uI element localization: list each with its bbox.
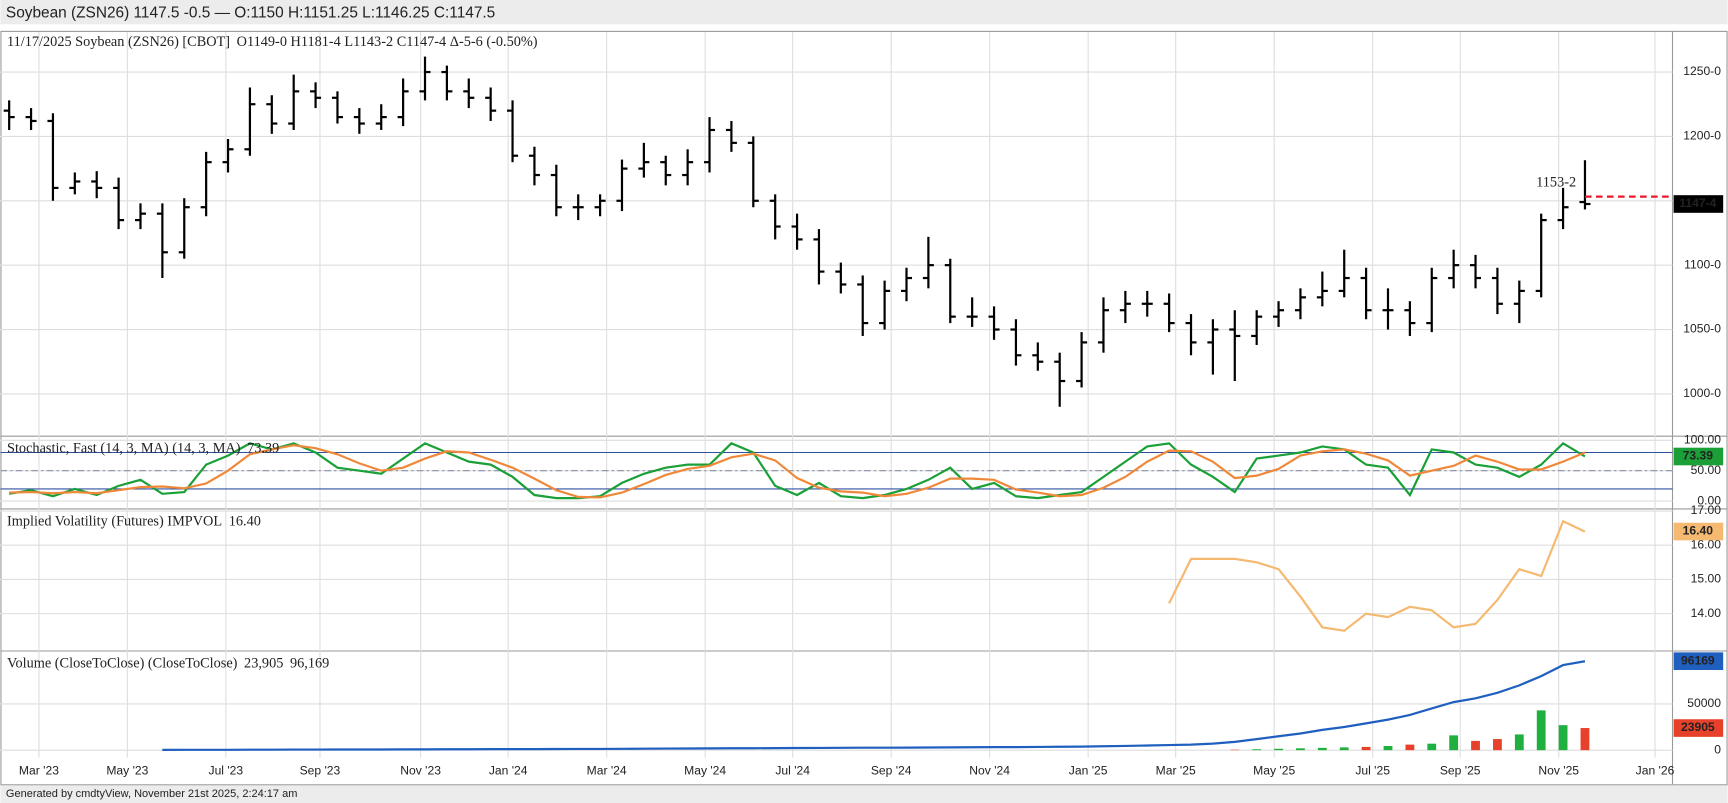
volume-bar (1317, 747, 1327, 751)
volume-bar (1449, 735, 1459, 751)
x-tick-label: May '24 (684, 763, 726, 777)
y-tick-label: 50000 (1687, 696, 1721, 710)
legend-text: Implied Volatility (Futures) IMPVOL (7, 513, 222, 529)
x-tick-label: Nov '23 (400, 763, 441, 777)
y-tick-label: 1050-0 (1683, 322, 1721, 336)
x-tick-label: Jan '25 (1069, 763, 1108, 777)
volume-bar (1339, 747, 1349, 751)
y-tick-label: 1100-0 (1684, 257, 1721, 271)
volume-bar (1471, 740, 1480, 751)
y-tick-label: 1000-0 (1683, 386, 1721, 400)
y-tick-label: 50.00 (1691, 463, 1722, 477)
y-tick-label: 100.00 (1684, 433, 1721, 447)
volume-bar (1536, 710, 1546, 751)
x-tick-label: Sep '25 (1440, 763, 1481, 777)
volume-bar (1493, 739, 1502, 751)
x-tick-label: May '23 (106, 763, 148, 777)
legend-text: 16.40 (229, 513, 261, 529)
volume-bar (1427, 743, 1437, 751)
x-tick-label: May '25 (1253, 763, 1295, 777)
value-tag (1673, 522, 1724, 541)
volume-bar (1383, 745, 1393, 751)
volume-bar (1558, 725, 1568, 751)
x-tick-label: Jan '26 (1636, 763, 1675, 777)
legend-text: 23,905 (244, 655, 283, 671)
value-tag-text: 96169 (1681, 653, 1715, 667)
y-tick-label: 15.00 (1691, 572, 1722, 586)
volume-bar (1514, 734, 1524, 751)
x-tick-label: Jan '24 (489, 763, 528, 777)
y-tick-label: 16.00 (1691, 537, 1722, 551)
legend-text: 96,169 (290, 655, 329, 671)
value-tag-text: 16.40 (1683, 524, 1714, 538)
y-tick-label: 14.00 (1691, 606, 1722, 620)
header-bar (0, 0, 1728, 25)
legend-text: Stochastic, Fast (14, 3, MA) (14, 3, MA) (7, 441, 241, 457)
volume-bar (1361, 746, 1371, 751)
reference-label: 1153-2 (1536, 175, 1576, 191)
value-tag (1673, 447, 1724, 466)
open-interest-line (162, 660, 1586, 752)
legend-text: 73.39 (247, 441, 279, 457)
x-tick-label: Jul '25 (1355, 763, 1390, 777)
volume-bar (1274, 748, 1283, 751)
footer-text: Generated by cmdtyView, November 21st 20… (6, 788, 297, 800)
indicator-line (1168, 519, 1586, 632)
x-tick-label: Nov '25 (1538, 763, 1579, 777)
legend-text: 11/17/2025 Soybean (ZSN26) [CBOT] (7, 34, 230, 50)
volume-bar (1580, 728, 1590, 751)
x-tick-label: Sep '23 (300, 763, 341, 777)
x-tick-label: Mar '23 (19, 763, 59, 777)
volume-bar (1296, 748, 1305, 751)
value-tag (1673, 195, 1724, 213)
chart-frame (0, 30, 1728, 786)
volume-bar (1405, 744, 1415, 751)
y-tick-label: 0 (1714, 742, 1721, 756)
header-title: Soybean (ZSN26) 1147.5 -0.5 — O:1150 H:1… (6, 4, 495, 21)
x-tick-label: Sep '24 (871, 763, 912, 777)
x-tick-label: Jul '23 (209, 763, 244, 777)
y-tick-label: 1200-0 (1683, 129, 1721, 143)
indicator-line (9, 444, 1586, 499)
x-tick-label: Nov '24 (969, 763, 1010, 777)
x-tick-label: Mar '24 (587, 763, 627, 777)
value-tag-text: 73.39 (1683, 449, 1714, 463)
volume-bar (1252, 749, 1262, 751)
value-tag-text: 1147-4 (1679, 196, 1716, 210)
y-tick-label: 0.00 (1697, 493, 1721, 507)
footer-bar (0, 785, 1728, 803)
value-tag-text: 23905 (1681, 720, 1715, 734)
legend-text: Volume (CloseToClose) (CloseToClose) (7, 655, 238, 671)
value-tag (1673, 652, 1724, 671)
y-tick-label: 1250-0 (1683, 64, 1721, 78)
value-tag (1673, 719, 1724, 737)
x-tick-label: Mar '25 (1156, 763, 1196, 777)
x-tick-label: Jul '24 (775, 763, 810, 777)
legend-text: O1149-0 H1181-4 L1143-2 C1147-4 Δ-5-6 (-… (237, 34, 538, 50)
y-tick-label: 17.00 (1691, 503, 1722, 517)
